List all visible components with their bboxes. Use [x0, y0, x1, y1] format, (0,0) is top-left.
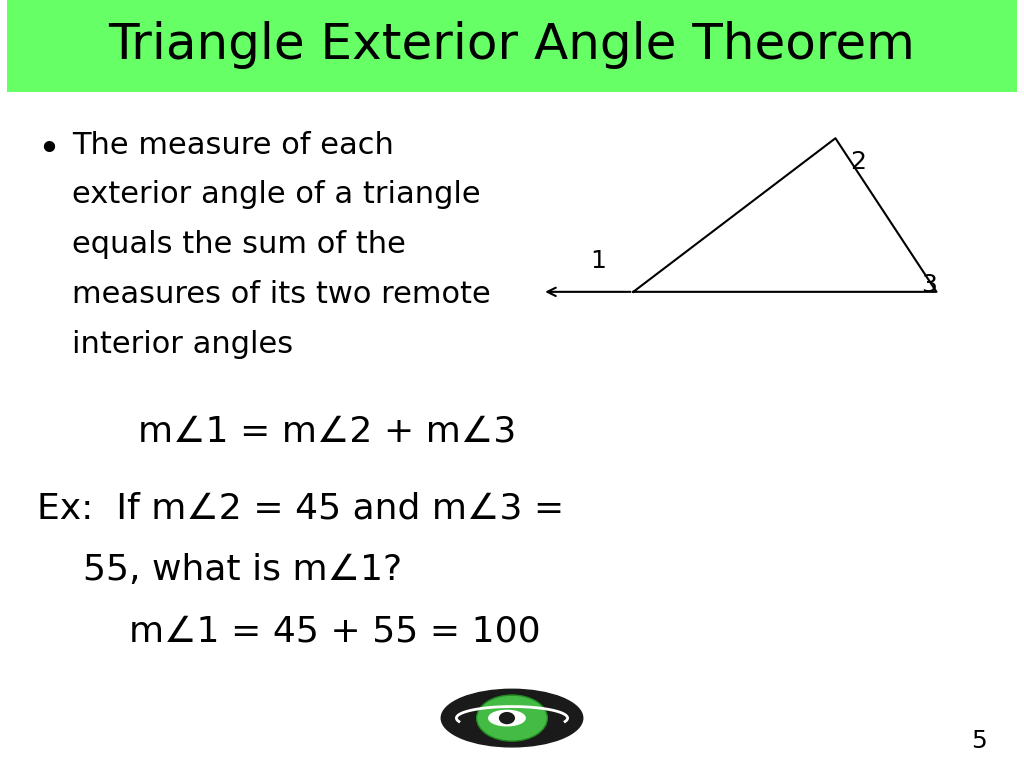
- Text: Triangle Exterior Angle Theorem: Triangle Exterior Angle Theorem: [109, 21, 915, 68]
- Circle shape: [499, 712, 515, 724]
- Text: m∠1 = m∠2 + m∠3: m∠1 = m∠2 + m∠3: [138, 415, 516, 449]
- Text: •: •: [37, 131, 60, 168]
- Ellipse shape: [476, 695, 548, 741]
- Text: exterior angle of a triangle: exterior angle of a triangle: [73, 180, 481, 210]
- Text: The measure of each: The measure of each: [73, 131, 394, 160]
- Text: measures of its two remote: measures of its two remote: [73, 280, 492, 310]
- Ellipse shape: [441, 690, 583, 746]
- FancyBboxPatch shape: [6, 0, 1018, 92]
- Text: equals the sum of the: equals the sum of the: [73, 230, 407, 260]
- Text: m∠1 = 45 + 55 = 100: m∠1 = 45 + 55 = 100: [37, 614, 541, 648]
- Text: 3: 3: [922, 273, 937, 296]
- Polygon shape: [488, 710, 525, 726]
- Text: 1: 1: [590, 249, 606, 273]
- Text: 55, what is m∠1?: 55, what is m∠1?: [37, 553, 402, 587]
- Text: Ex:  If m∠2 = 45 and m∠3 =: Ex: If m∠2 = 45 and m∠3 =: [37, 492, 564, 525]
- Text: 2: 2: [851, 150, 866, 174]
- Text: interior angles: interior angles: [73, 330, 294, 359]
- Text: 5: 5: [972, 729, 987, 753]
